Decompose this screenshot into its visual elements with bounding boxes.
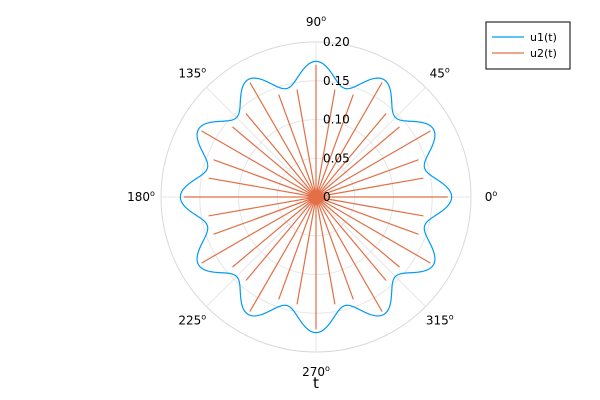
legend: u1(t) u2(t) xyxy=(485,21,571,70)
legend-label: u1(t) xyxy=(530,31,557,44)
radial-tick-label: 0 xyxy=(323,190,331,204)
series-layer xyxy=(179,60,453,334)
angle-tick-label: 90o xyxy=(306,14,326,29)
grid-spoke xyxy=(315,196,426,307)
angle-tick-label: 45o xyxy=(430,65,450,80)
legend-box xyxy=(485,21,571,70)
x-axis-label: t xyxy=(313,374,319,392)
radial-tick-label: 0.05 xyxy=(323,151,350,165)
grid-spoke xyxy=(206,87,317,198)
series-u2t xyxy=(183,64,448,330)
angle-tick-label: 270o xyxy=(302,364,330,379)
legend-label: u2(t) xyxy=(530,47,557,60)
angle-tick-label: 0o xyxy=(485,189,498,204)
series-u1t xyxy=(179,60,453,334)
radial-tick-label: 0.15 xyxy=(323,74,350,88)
axis-labels: 0o 45o 90o 135o 180o 225o 270o 315o 0 0.05 0.10 0.1… xyxy=(127,14,497,379)
grid-spoke xyxy=(206,196,317,307)
angle-tick-label: 180o xyxy=(127,189,155,204)
angle-tick-label: 225o xyxy=(178,313,206,328)
grid-spoke xyxy=(315,87,426,198)
radial-tick-label: 0.20 xyxy=(323,35,350,49)
radial-tick-label: 0.10 xyxy=(323,113,350,127)
angle-tick-label: 315o xyxy=(426,313,454,328)
angle-tick-label: 135o xyxy=(178,65,206,80)
